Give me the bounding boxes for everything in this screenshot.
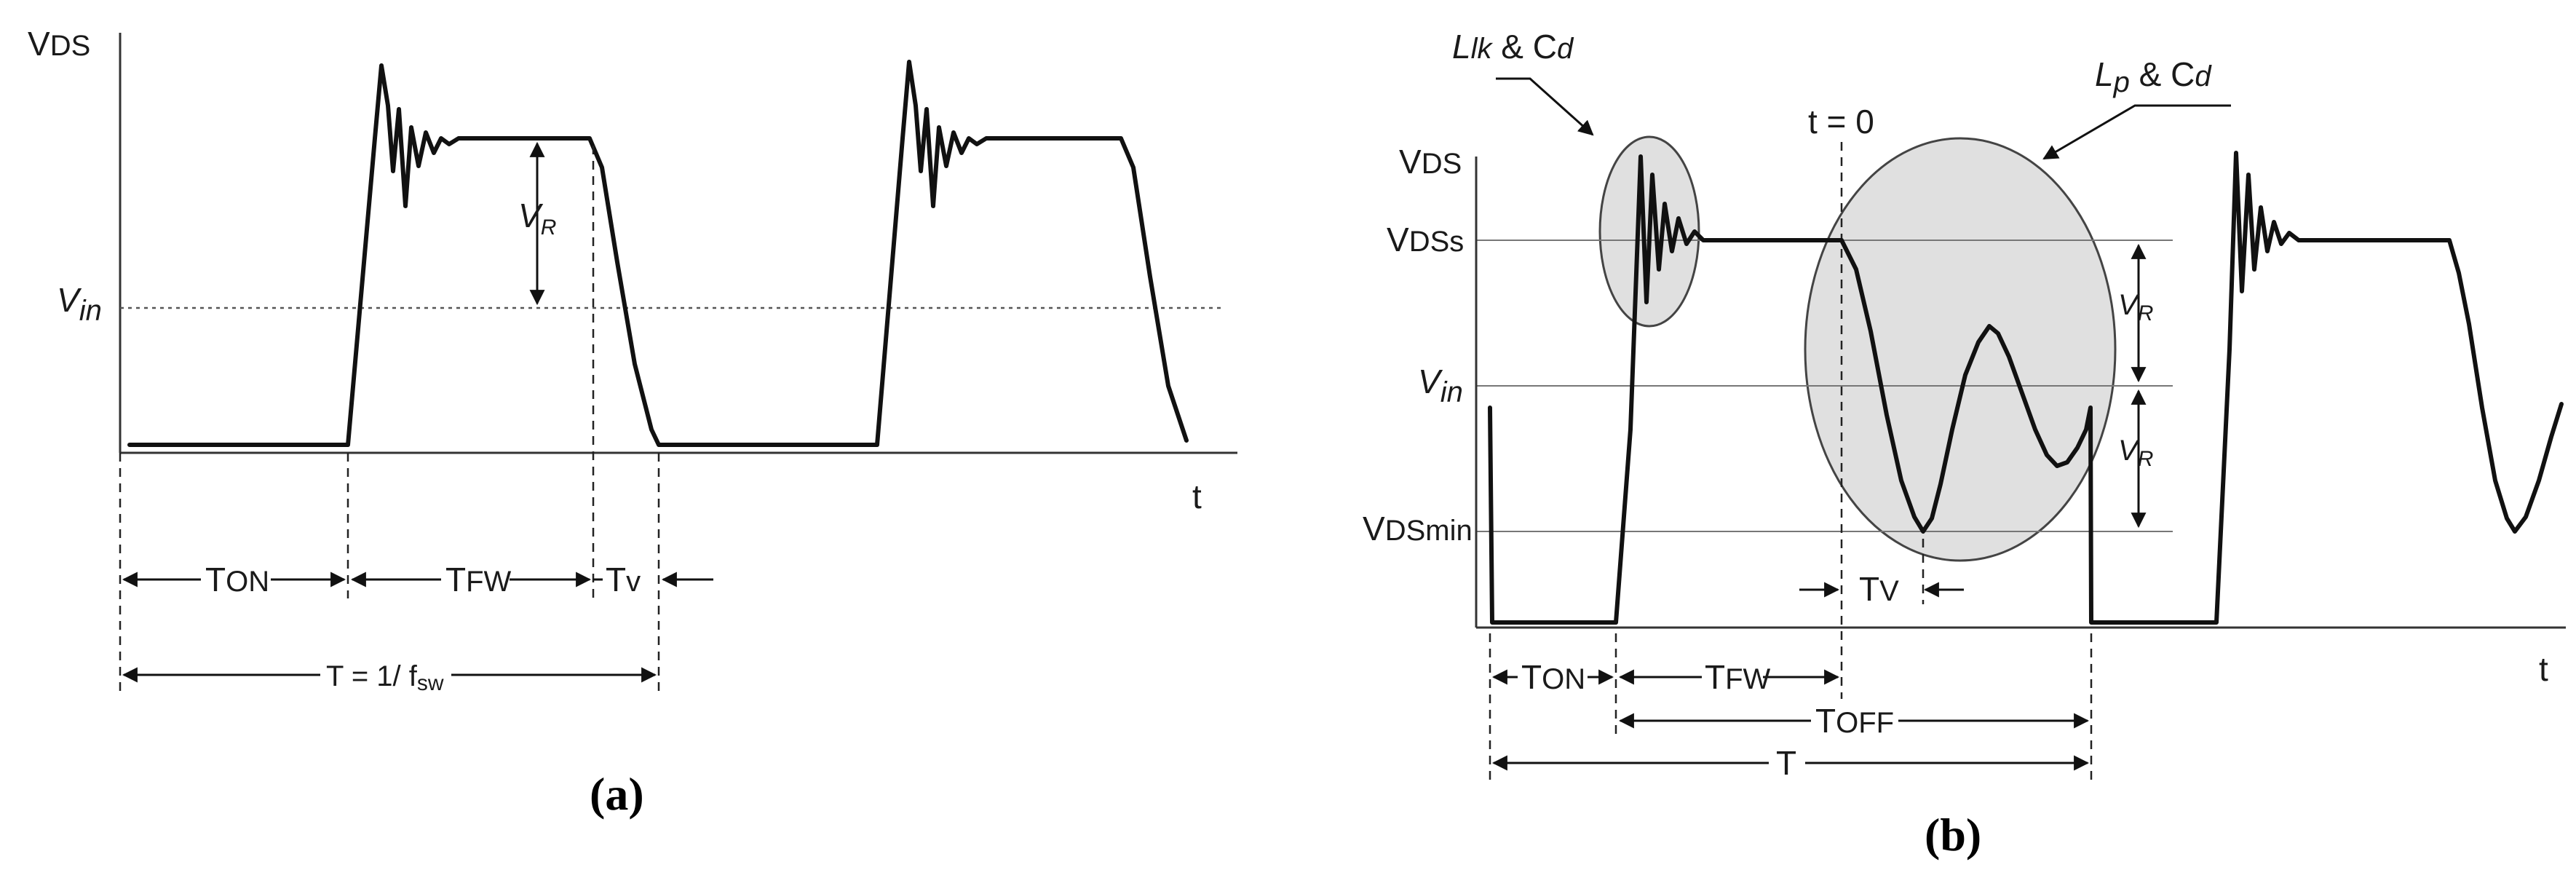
panel-b-vds-label: VDS (1399, 143, 1462, 181)
panel-b-period-label-bg (1769, 744, 1805, 780)
panel-b-vin-label: Vin (1418, 363, 1463, 408)
panel-b-vdss-label: VDSs (1387, 221, 1464, 258)
panel-b-toff-label: TOFF (1815, 702, 1894, 740)
panel-b-ton-label: TON (1521, 658, 1585, 696)
panel-a-ton-label-bg (201, 561, 271, 597)
panel-b-vr-upper-label: VR (2118, 289, 2153, 325)
panel-a-tfw-label-bg (441, 561, 510, 597)
panel-b-vdsmin-label: VDSmin (1363, 510, 1473, 547)
panel-b-magnetizing-resonance-ellipse (1804, 137, 2117, 562)
panel-b-lp-cd-label: Lp & Cd (2095, 55, 2212, 98)
panel-a-period-label: T = 1/ fsw (326, 660, 444, 695)
panel-b-t0-label: t = 0 (1808, 103, 1874, 141)
panel-b-llk-pointer (1496, 77, 1594, 136)
panel-b-toff-label-bg (1811, 702, 1898, 738)
panel-b-tv-label: TV (1859, 570, 1899, 608)
panel-a-vr-label: VR (518, 197, 556, 240)
panel-b-x-axis-label: t (2539, 650, 2548, 688)
panel-b-caption: (b) (1925, 809, 1981, 861)
panel-b-ton-label-bg (1518, 659, 1588, 695)
panel-a-caption: (a) (590, 768, 644, 820)
panel-a-tfw-label: TFW (445, 561, 512, 598)
panel-b-llk-cd-label: Llk & Cd (1452, 28, 1574, 66)
panel-b: VR VR TV TON TFW TOFF T VDS VDSs Vin VDS… (1363, 28, 2566, 861)
panel-b-lp-pointer (2042, 104, 2231, 160)
panel-a-vds-waveform (127, 60, 1189, 447)
panel-a-x-axis-label: t (1192, 478, 1202, 515)
panel-a-tv-label: Tv (606, 561, 641, 598)
panel-b-period-label: T (1776, 744, 1796, 782)
panel-b-vds-waveform (1488, 151, 2564, 625)
panel-a: VR TON TFW Tv T = 1/ fsw VDS Vin t (a) (28, 25, 1237, 820)
panel-b-vr-lower-label: VR (2118, 435, 2153, 471)
panel-b-tfw-label: TFW (1705, 658, 1771, 696)
panel-a-y-axis-label: VDS (28, 25, 90, 63)
panel-b-tfw-label-bg (1702, 659, 1763, 695)
panel-a-ton-label: TON (205, 561, 269, 598)
panel-a-period-label-bg (320, 655, 451, 693)
panel-a-vin-label: Vin (57, 281, 102, 327)
